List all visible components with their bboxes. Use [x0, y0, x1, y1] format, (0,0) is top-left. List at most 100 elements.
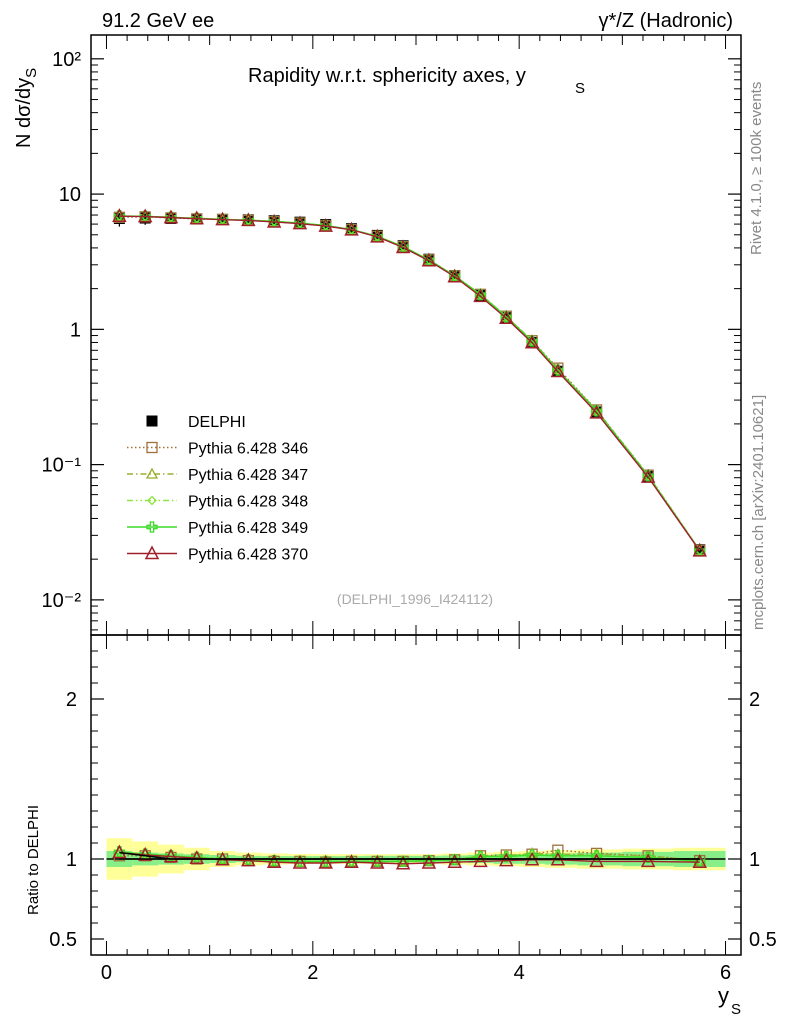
marker-filled-square [165, 212, 177, 224]
ratio-tick-label-right: 1 [749, 849, 760, 871]
marker-filled-square [146, 415, 158, 427]
chart-title-subscript: S [575, 80, 585, 97]
marker-filled-square [371, 229, 383, 241]
marker-cross [590, 405, 603, 417]
ratio-tick-label-right: 0.5 [749, 929, 777, 951]
x-axis-label-subscript: S [731, 1001, 741, 1018]
y-axis-label-text: N dσ/dyS [13, 68, 40, 148]
marker-triangle-open [640, 469, 656, 483]
marker-triangle-open [395, 239, 411, 254]
marker-cross [113, 210, 126, 222]
marker-triangle-open [241, 852, 256, 867]
legend-label: Pythia 6.428 348 [188, 494, 308, 511]
main-panel: 10⁻² 10⁻¹ 1 10 10² [42, 34, 742, 636]
marker-cross [139, 210, 151, 222]
marker-triangle-open [499, 852, 514, 867]
data-ratio-line [119, 851, 700, 860]
ratio-panel: 0 2 4 6 0.5 0.5 1 1 2 2 [49, 634, 777, 984]
marker-triangle-open [144, 545, 160, 560]
marker-filled-square [320, 219, 332, 231]
x-tick-label: 2 [307, 962, 318, 984]
marker-cross [526, 335, 538, 347]
marker-triangle-open [137, 208, 153, 223]
marker-triangle-open [447, 854, 462, 868]
chart-title-text: Rapidity w.r.t. sphericity axes, y [248, 65, 526, 87]
marker-cross [371, 230, 383, 242]
y-tick-label: 10⁻² [42, 590, 82, 612]
legend-entry-0: DELPHI [146, 414, 246, 431]
y-axis-label: N dσ/dyS [13, 68, 40, 148]
series-line [119, 215, 701, 552]
marker-triangle-open [589, 404, 604, 419]
marker-triangle-open [112, 208, 127, 222]
chart-title: Rapidity w.r.t. sphericity axes, y [248, 65, 526, 87]
marker-cross [268, 215, 280, 228]
legend-label: Pythia 6.428 347 [188, 467, 308, 484]
ratio-tick-label: 2 [66, 689, 77, 711]
marker-triangle-open [112, 844, 127, 859]
marker-filled-square [397, 240, 409, 252]
marker-triangle-open [318, 217, 333, 232]
marker-triangle-open [550, 363, 566, 378]
marker-cross [165, 211, 177, 223]
marker-triangle-open [499, 310, 514, 325]
legend-entry-1: Pythia 6.428 346 [127, 441, 308, 458]
marker-triangle-open [473, 288, 488, 303]
x-axis-label: y [718, 983, 729, 1008]
marker-filled-square [113, 212, 125, 224]
legend-entry-2: Pythia 6.428 347 [127, 467, 308, 484]
ratio-axis-label: Ratio to DELPHI [25, 805, 42, 915]
y-tick-label: 10 [59, 184, 81, 206]
ratio-tick-label: 0.5 [49, 929, 77, 951]
marker-triangle-open [640, 853, 656, 868]
legend-entry-4: Pythia 6.428 349 [127, 520, 308, 537]
marker-triangle-open [589, 853, 604, 868]
analysis-tag: (DELPHI_1996_I424112) [337, 591, 493, 607]
series-line [119, 851, 700, 863]
marker-triangle [145, 467, 159, 479]
marker-cross [397, 240, 409, 253]
x-tick-label: 4 [514, 962, 525, 984]
marker-filled-square [346, 223, 358, 235]
marker-triangle-open [370, 854, 385, 869]
mcplots-label: mcplots.cern.ch [arXiv:2401.10621] [750, 395, 767, 630]
main-frame [90, 34, 742, 636]
marker-cross [423, 254, 435, 266]
marker-cross [500, 311, 512, 323]
marker-triangle-open [292, 215, 308, 230]
marker-triangle-open [370, 228, 385, 243]
y-tick-label: 10⁻¹ [42, 455, 82, 477]
marker-square [146, 441, 158, 454]
data-ratio-curve [119, 851, 700, 860]
legend-label: Pythia 6.428 370 [188, 547, 308, 564]
header-right-label: γ*/Z (Hadronic) [599, 10, 733, 32]
marker-triangle-open [137, 846, 153, 861]
marker-cross [694, 544, 706, 557]
y-tick-label: 10² [52, 49, 81, 71]
marker-cross [642, 470, 654, 482]
marker-triangle-open [266, 854, 282, 868]
legend-entry-5: Pythia 6.428 370 [127, 545, 308, 564]
marker-triangle-open [473, 853, 488, 868]
marker-cross [216, 213, 229, 226]
marker-triangle-open [266, 213, 282, 228]
marker-triangle-open [421, 252, 437, 267]
marker-cross [345, 855, 358, 868]
marker-triangle-open [344, 854, 359, 868]
marker-triangle-open [241, 212, 256, 227]
marker-triangle-open [692, 542, 707, 557]
legend: DELPHI Pythia 6.428 346 Pythia 6.428 347 Py… [127, 414, 308, 564]
marker-triangle-open [292, 854, 308, 869]
marker-triangle-open [524, 334, 540, 349]
header-left-label: 91.2 GeV ee [102, 10, 214, 32]
marker-cross [242, 214, 254, 226]
marker-triangle-open [163, 209, 179, 224]
ratio-tick-label-right: 2 [749, 689, 760, 711]
legend-label: Pythia 6.428 346 [188, 441, 308, 458]
rivet-version-label: Rivet 4.1.0, ≥ 100k events [748, 82, 765, 255]
marker-diamond [147, 495, 157, 506]
y-tick-label: 1 [70, 319, 81, 341]
marker-triangle-open [189, 850, 204, 864]
marker-cross [449, 270, 461, 282]
